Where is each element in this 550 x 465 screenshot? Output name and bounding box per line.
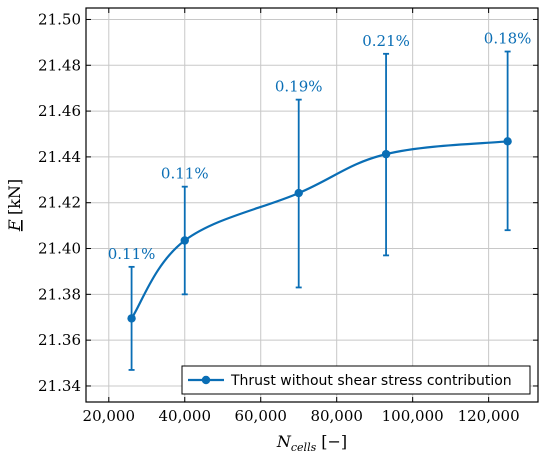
y-tick-label: 21.36 [38,331,81,349]
data-point [381,149,391,159]
grid-layer [86,8,538,402]
legend-marker [201,375,211,385]
data-point [180,236,189,245]
x-tick-label: 80,000 [310,407,363,425]
x-axis-label: Ncells [−] [276,432,347,454]
data-point [294,188,303,198]
x-tick-label: 60,000 [234,407,287,425]
data-layer: 0.11% 0.11% 0.19% 0.21% 0.18% [108,30,532,371]
x-tick-label: 40,000 [159,407,212,425]
y-tick-label: 21.50 [38,10,81,28]
legend-label: Thrust without shear stress contribution [230,373,512,389]
x-tick-label: 20,000 [83,407,136,425]
error-annotation: 0.21% [362,32,410,50]
error-annotation: 0.11% [108,245,156,263]
error-annotation: 0.19% [275,78,323,96]
y-tick-label: 21.40 [38,240,81,258]
y-tick-label: 21.46 [38,102,81,120]
y-axis-label-unit: [kN] [5,179,24,215]
error-annotation: 0.11% [161,165,209,183]
data-point [503,137,512,146]
y-axis-label-main: F [5,219,24,232]
y-axis-label: F [kN] [5,179,24,232]
x-tick-label: 120,000 [458,407,520,425]
x-axis-label-unit: [−] [321,432,347,451]
y-tick-label: 21.48 [38,56,81,74]
plot-frame [85,7,539,403]
y-tick-label: 21.42 [38,194,81,212]
y-tick-label: 21.44 [38,148,81,166]
legend: Thrust without shear stress contribution [181,365,531,395]
x-axis-label-sub: cells [291,441,317,454]
data-point [127,314,136,323]
axes: 20,000 40,000 60,000 80,000 100,000 120,000 21… [5,7,539,454]
error-annotation: 0.18% [484,30,532,48]
x-tick-label: 100,000 [382,407,444,425]
x-axis-label-main: N [276,432,292,451]
y-tick-label: 21.34 [38,377,81,395]
legend-box [181,365,531,395]
y-tick-label: 21.38 [38,285,81,303]
